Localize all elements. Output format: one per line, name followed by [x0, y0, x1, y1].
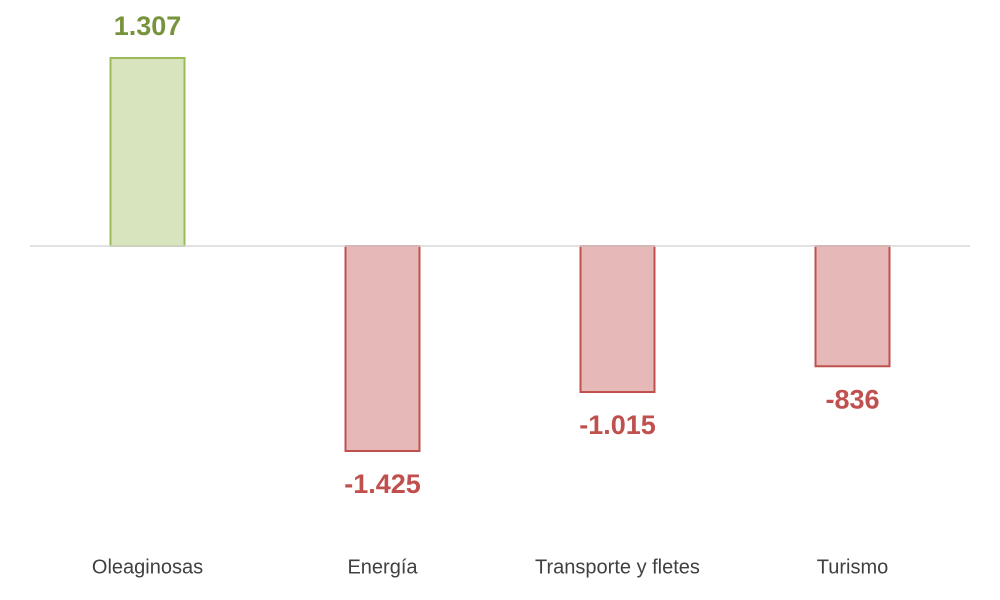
x-tick-label: Transporte y fletes	[535, 556, 700, 578]
bar	[814, 245, 891, 368]
value-label: -836	[825, 384, 879, 414]
bar	[109, 57, 186, 247]
x-tick-label: Oleaginosas	[92, 556, 203, 578]
bar	[579, 245, 656, 394]
x-tick-label: Energía	[347, 556, 418, 578]
bar	[344, 245, 421, 452]
value-label: 1.307	[114, 11, 182, 41]
value-label: -1.425	[344, 469, 421, 499]
value-label: -1.015	[579, 410, 656, 440]
x-tick-label: Turismo	[817, 556, 888, 578]
